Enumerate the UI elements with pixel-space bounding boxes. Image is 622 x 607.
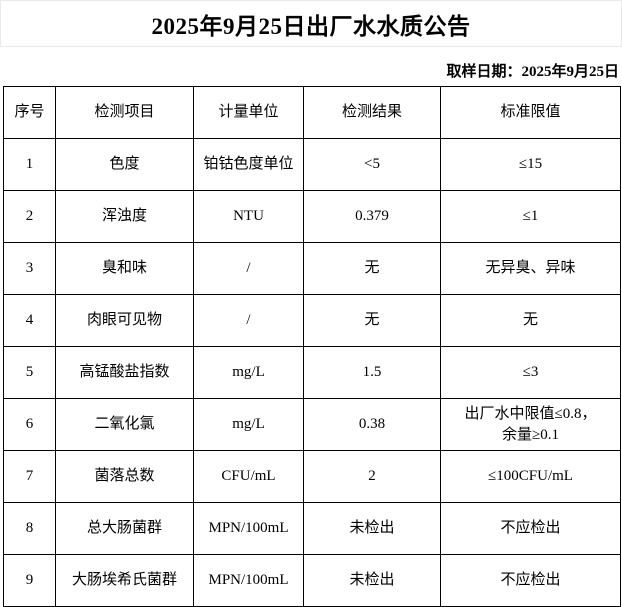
cell-limit: 不应检出 — [440, 554, 621, 607]
cell-index: 8 — [3, 502, 56, 555]
cell-result: 0.38 — [303, 398, 441, 451]
cell-unit: NTU — [193, 190, 304, 243]
cell-item: 高锰酸盐指数 — [55, 346, 194, 399]
header-item: 检测项目 — [55, 86, 194, 139]
cell-unit: / — [193, 242, 304, 295]
table-row: 3 臭和味 / 无 无异臭、异味 — [3, 242, 621, 295]
cell-unit: MPN/100mL — [193, 502, 304, 555]
cell-item: 大肠埃希氏菌群 — [55, 554, 194, 607]
cell-unit: MPN/100mL — [193, 554, 304, 607]
sample-date-label: 取样日期：2025年9月25日 — [446, 64, 619, 80]
cell-result: 1.5 — [303, 346, 441, 399]
cell-unit: mg/L — [193, 346, 304, 399]
table-row: 7 菌落总数 CFU/mL 2 ≤100CFU/mL — [3, 450, 621, 503]
cell-index: 2 — [3, 190, 56, 243]
cell-limit: ≤100CFU/mL — [440, 450, 621, 503]
cell-index: 5 — [3, 346, 56, 399]
cell-limit: 无 — [440, 294, 621, 347]
header-limit: 标准限值 — [440, 86, 621, 139]
page-title: 2025年9月25日出厂水水质公告 — [151, 13, 471, 39]
cell-unit: 铂钴色度单位 — [193, 138, 304, 191]
cell-item: 浑浊度 — [55, 190, 194, 243]
cell-index: 9 — [3, 554, 56, 607]
cell-result: 0.379 — [303, 190, 441, 243]
date-row: 取样日期：2025年9月25日 — [0, 47, 622, 86]
header-result: 检测结果 — [303, 86, 441, 139]
cell-index: 3 — [3, 242, 56, 295]
cell-item: 总大肠菌群 — [55, 502, 194, 555]
cell-result: 2 — [303, 450, 441, 503]
cell-limit: ≤15 — [440, 138, 621, 191]
cell-item: 二氧化氯 — [55, 398, 194, 451]
table-row: 2 浑浊度 NTU 0.379 ≤1 — [3, 190, 621, 243]
title-block: 2025年9月25日出厂水水质公告 — [0, 0, 622, 47]
cell-result: 无 — [303, 242, 441, 295]
cell-item: 臭和味 — [55, 242, 194, 295]
cell-item: 色度 — [55, 138, 194, 191]
table-header-row: 序号 检测项目 计量单位 检测结果 标准限值 — [3, 86, 621, 139]
cell-limit: 不应检出 — [440, 502, 621, 555]
cell-index: 1 — [3, 138, 56, 191]
table-row: 1 色度 铂钴色度单位 <5 ≤15 — [3, 138, 621, 191]
cell-result: 无 — [303, 294, 441, 347]
cell-limit: ≤3 — [440, 346, 621, 399]
table-row: 5 高锰酸盐指数 mg/L 1.5 ≤3 — [3, 346, 621, 399]
water-quality-table: 序号 检测项目 计量单位 检测结果 标准限值 1 色度 铂钴色度单位 <5 ≤1… — [3, 86, 621, 607]
cell-index: 7 — [3, 450, 56, 503]
table-row: 4 肉眼可见物 / 无 无 — [3, 294, 621, 347]
cell-index: 6 — [3, 398, 56, 451]
cell-result: 未检出 — [303, 554, 441, 607]
table-row: 8 总大肠菌群 MPN/100mL 未检出 不应检出 — [3, 502, 621, 555]
cell-result: <5 — [303, 138, 441, 191]
cell-limit: ≤1 — [440, 190, 621, 243]
cell-unit: / — [193, 294, 304, 347]
table-row: 6 二氧化氯 mg/L 0.38 出厂水中限值≤0.8， 余量≥0.1 — [3, 398, 621, 451]
table-row: 9 大肠埃希氏菌群 MPN/100mL 未检出 不应检出 — [3, 554, 621, 607]
cell-index: 4 — [3, 294, 56, 347]
cell-unit: mg/L — [193, 398, 304, 451]
cell-result: 未检出 — [303, 502, 441, 555]
cell-item: 菌落总数 — [55, 450, 194, 503]
header-unit: 计量单位 — [193, 86, 304, 139]
cell-limit: 出厂水中限值≤0.8， 余量≥0.1 — [440, 398, 621, 451]
cell-unit: CFU/mL — [193, 450, 304, 503]
cell-item: 肉眼可见物 — [55, 294, 194, 347]
cell-limit: 无异臭、异味 — [440, 242, 621, 295]
header-index: 序号 — [3, 86, 56, 139]
